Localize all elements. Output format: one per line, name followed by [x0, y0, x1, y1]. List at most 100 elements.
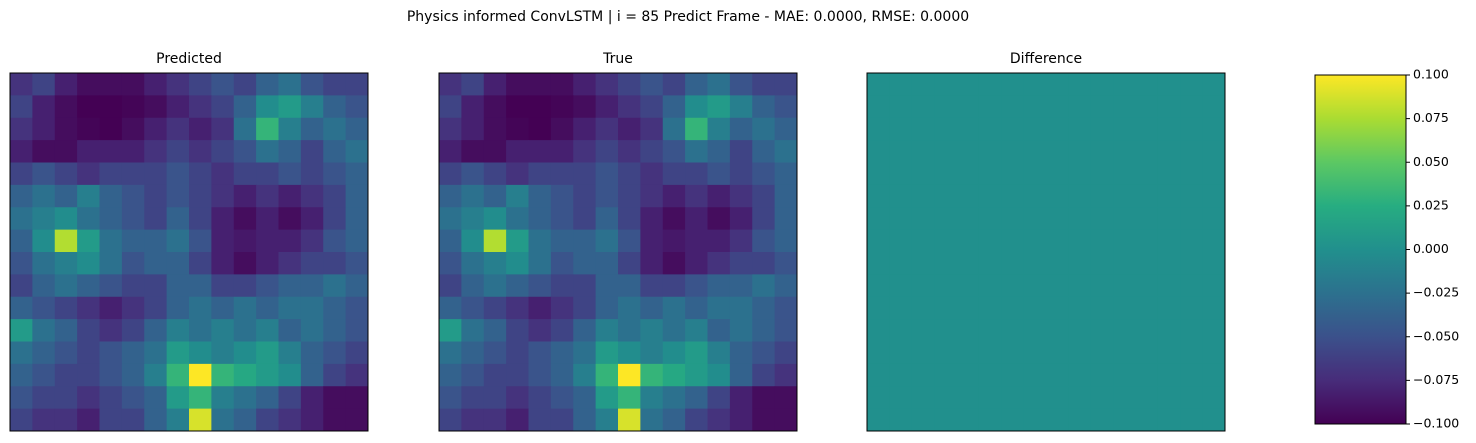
- heatmap-cell: [10, 319, 33, 342]
- heatmap-cell: [685, 363, 708, 387]
- heatmap-cell: [121, 207, 145, 231]
- heatmap-cell: [1180, 386, 1204, 410]
- heatmap-cell: [752, 207, 776, 231]
- heatmap-cell: [483, 95, 507, 119]
- heatmap-cell: [233, 296, 257, 320]
- heatmap-cell: [483, 252, 507, 275]
- heatmap-cell: [956, 341, 980, 365]
- heatmap-cell: [1135, 117, 1159, 141]
- heatmap-cell: [233, 341, 257, 365]
- heatmap-cell: [189, 162, 212, 186]
- heatmap-cell: [144, 363, 168, 387]
- heatmap-cell: [323, 408, 347, 432]
- heatmap-cell: [461, 408, 485, 432]
- heatmap-cell: [618, 117, 641, 141]
- heatmap-cell: [1113, 252, 1136, 275]
- panel-frame: [866, 72, 1226, 432]
- heatmap-cell: [54, 296, 78, 320]
- heatmap-cell: [1113, 341, 1136, 365]
- heatmap-cell: [77, 408, 100, 432]
- heatmap-cell: [323, 140, 347, 163]
- heatmap-cell: [278, 319, 302, 342]
- heatmap-cell: [1090, 162, 1114, 186]
- heatmap-cell: [595, 140, 619, 163]
- heatmap-cell: [1068, 274, 1092, 298]
- heatmap-cell: [278, 117, 302, 141]
- heatmap: [867, 73, 1226, 432]
- heatmap-cell: [911, 207, 935, 231]
- heatmap-cell: [10, 117, 33, 141]
- heatmap-cell: [233, 95, 257, 119]
- heatmap-cell: [618, 274, 641, 298]
- heatmap-cell: [595, 117, 619, 141]
- heatmap-cell: [278, 386, 302, 410]
- heatmap-cell: [1023, 162, 1047, 186]
- heatmap-cell: [256, 73, 279, 96]
- heatmap-cell: [550, 117, 574, 141]
- heatmap-cell: [77, 386, 100, 410]
- heatmap-cell: [1046, 296, 1069, 320]
- heatmap-cell: [77, 140, 100, 163]
- heatmap-cell: [1023, 117, 1047, 141]
- heatmap-cell: [889, 319, 913, 342]
- heatmap-cell: [461, 319, 485, 342]
- heatmap-cell: [10, 296, 33, 320]
- heatmap-cell: [707, 319, 731, 342]
- heatmap-cell: [345, 207, 369, 231]
- heatmap-cell: [506, 140, 529, 163]
- heatmap-cell: [506, 386, 529, 410]
- heatmap-cell: [867, 408, 890, 432]
- heatmap-cell: [32, 408, 56, 432]
- heatmap-cell: [99, 408, 123, 432]
- heatmap-cell: [911, 184, 935, 208]
- heatmap-cell: [662, 252, 686, 275]
- heatmap-cell: [1068, 162, 1092, 186]
- heatmap-cell: [1023, 274, 1047, 298]
- heatmap-cell: [889, 386, 913, 410]
- heatmap-cell: [121, 229, 145, 253]
- heatmap-cell: [345, 162, 369, 186]
- heatmap-cell: [144, 296, 168, 320]
- heatmap-cell: [32, 386, 56, 410]
- heatmap-cell: [32, 274, 56, 298]
- heatmap-cell: [729, 252, 753, 275]
- heatmap-cell: [867, 140, 890, 163]
- colorbar-tick-label: −0.075: [1413, 372, 1459, 387]
- heatmap-cell: [461, 95, 485, 119]
- heatmap-cell: [662, 319, 686, 342]
- heatmap-cell: [729, 319, 753, 342]
- heatmap-cell: [528, 207, 552, 231]
- heatmap-cell: [1135, 341, 1159, 365]
- heatmap-cell: [256, 184, 279, 208]
- heatmap-cell: [32, 73, 56, 96]
- heatmap-cell: [640, 117, 664, 141]
- heatmap-cell: [345, 386, 369, 410]
- heatmap-cell: [99, 184, 123, 208]
- heatmap-cell: [889, 140, 913, 163]
- heatmap-cell: [729, 207, 753, 231]
- heatmap-cell: [1023, 252, 1047, 275]
- heatmap-cell: [752, 184, 776, 208]
- heatmap-cell: [662, 386, 686, 410]
- heatmap-cell: [729, 140, 753, 163]
- heatmap-cell: [640, 296, 664, 320]
- heatmap-cell: [595, 73, 619, 96]
- heatmap-cell: [1180, 162, 1204, 186]
- heatmap-cell: [32, 229, 56, 253]
- heatmap-cell: [774, 73, 798, 96]
- heatmap-cell: [1202, 117, 1226, 141]
- heatmap-cell: [573, 341, 597, 365]
- heatmap-cell: [233, 363, 257, 387]
- heatmap-cell: [640, 341, 664, 365]
- heatmap-cell: [345, 319, 369, 342]
- heatmap-cell: [1046, 73, 1069, 96]
- heatmap-cell: [1023, 207, 1047, 231]
- heatmap-cell: [121, 341, 145, 365]
- heatmap-cell: [1202, 229, 1226, 253]
- heatmap-cell: [528, 73, 552, 96]
- heatmap-cell: [345, 296, 369, 320]
- heatmap-cell: [618, 341, 641, 365]
- chart-title: Physics informed ConvLSTM | i = 85 Predi…: [407, 9, 969, 25]
- heatmap-cell: [300, 117, 324, 141]
